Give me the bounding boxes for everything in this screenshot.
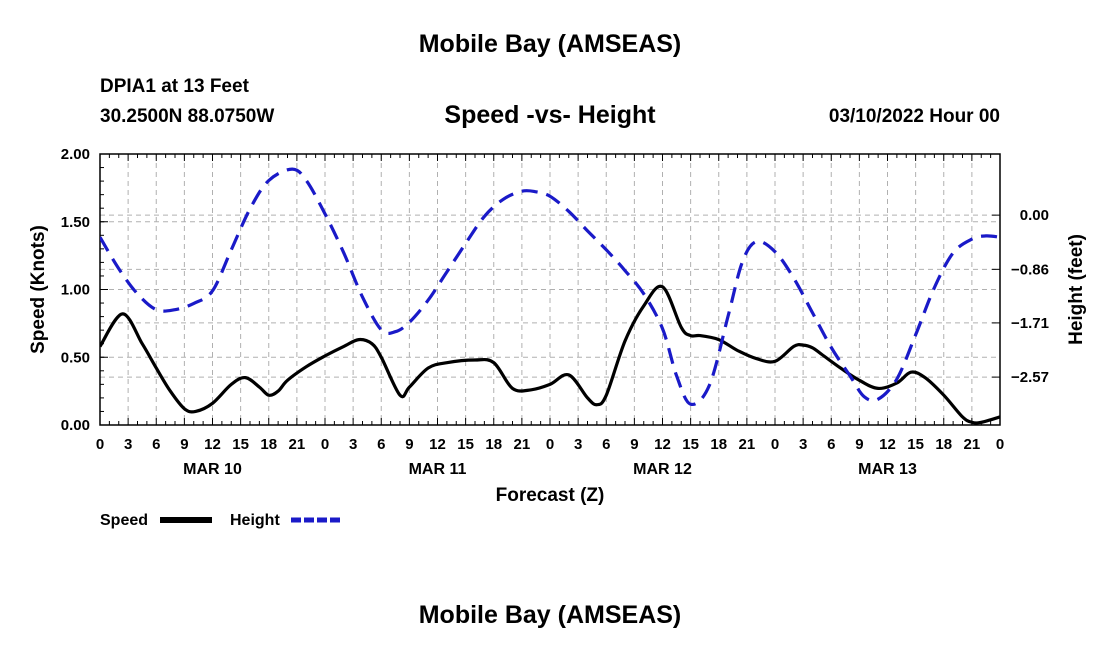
x-tick-label: 0 [321,436,329,453]
chart-subtitle: Speed -vs- Height [444,101,656,129]
station-coordinates: 30.2500N 88.0750W [100,106,275,127]
y2-tick-label: 0.00 [1020,207,1049,224]
y-tick-label: 0.50 [61,349,90,366]
x-tick-label: 9 [630,436,638,453]
x-tick-label: 12 [879,436,896,453]
station-label: DPIA1 at 13 Feet [100,76,249,97]
x-tick-label: 9 [180,436,188,453]
x-tick-label: 6 [377,436,385,453]
chart-title: Mobile Bay (AMSEAS) [418,30,682,58]
x-tick-label: 12 [429,436,446,453]
date-label: MAR 10 [183,461,242,478]
x-tick-label: 15 [457,436,474,453]
x-tick-label: 21 [739,436,756,453]
date-label: MAR 13 [858,461,917,478]
y-tick-label: 1.00 [61,282,90,299]
x-tick-label: 21 [964,436,981,453]
x-tick-label: 12 [654,436,671,453]
date-label: MAR 12 [633,461,692,478]
x-tick-label: 18 [710,436,727,453]
height-series-line [100,167,1000,407]
x-tick-label: 6 [152,436,160,453]
x-tick-label: 3 [799,436,807,453]
y-tick-label: 1.50 [61,214,90,231]
y-tick-label: 2.00 [61,146,90,163]
y-tick-label: 0.00 [61,417,90,434]
y2-axis-label: Height (feet) [1066,234,1087,345]
x-tick-label: 21 [289,436,306,453]
footer-title: Mobile Bay (AMSEAS) [418,601,682,629]
x-tick-label: 0 [996,436,1004,453]
x-tick-label: 0 [546,436,554,453]
x-tick-label: 3 [574,436,582,453]
x-tick-label: 15 [907,436,924,453]
x-tick-label: 18 [485,436,502,453]
y-axis-label: Speed (Knots) [28,225,49,354]
x-tick-label: 6 [827,436,835,453]
legend-height-label: Height [230,512,280,529]
x-tick-label: 3 [349,436,357,453]
y2-tick-label: −1.71 [1011,315,1049,332]
legend-speed-label: Speed [100,512,148,529]
x-tick-label: 21 [514,436,531,453]
x-tick-label: 9 [405,436,413,453]
date-label: MAR 11 [409,461,467,478]
x-tick-label: 15 [682,436,699,453]
forecast-date: 03/10/2022 Hour 00 [828,106,1000,127]
x-tick-label: 9 [855,436,863,453]
y2-tick-label: −2.57 [1011,369,1049,386]
x-tick-label: 12 [204,436,221,453]
y2-tick-label: −0.86 [1011,261,1049,278]
x-tick-label: 15 [232,436,249,453]
x-tick-label: 18 [935,436,952,453]
x-tick-label: 0 [771,436,779,453]
x-tick-label: 3 [124,436,132,453]
x-tick-label: 6 [602,436,610,453]
x-tick-label: 0 [96,436,104,453]
x-tick-label: 18 [260,436,277,453]
x-axis-label: Forecast (Z) [496,485,605,506]
